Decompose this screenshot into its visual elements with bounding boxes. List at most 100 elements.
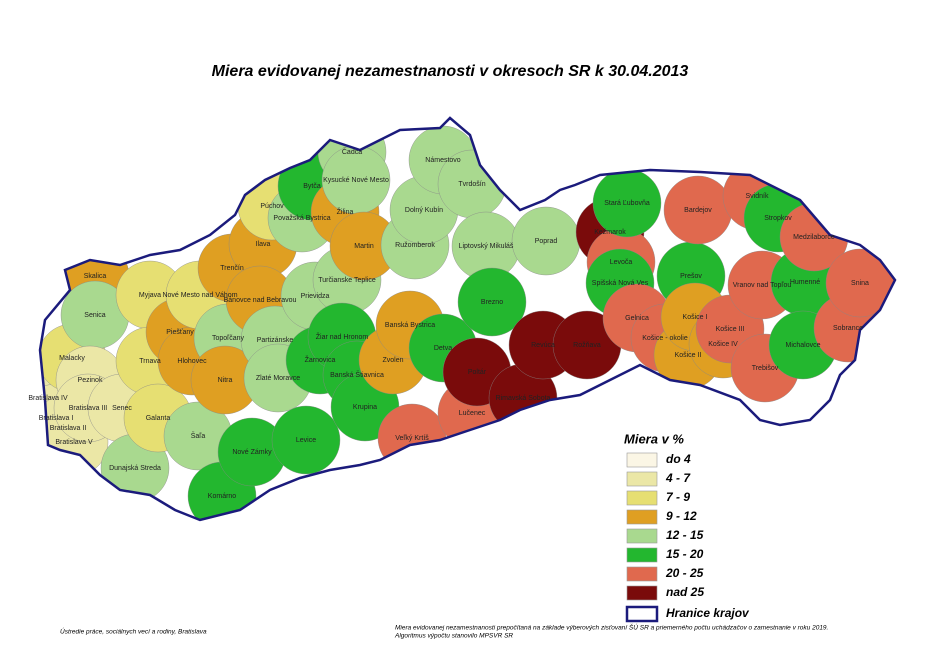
district-label: Košice III (716, 326, 745, 333)
district-label: Spišská Nová Ves (592, 280, 649, 287)
district-label: Pezinok (78, 377, 103, 384)
district-label: Bardejov (684, 207, 712, 214)
district-label: Košice I (683, 314, 708, 321)
district-label: Bánovce nad Bebravou (224, 297, 297, 304)
district-label: Púchov (260, 203, 284, 210)
legend-swatch (626, 566, 658, 582)
district-label: Bratislava II (50, 425, 87, 432)
district-label: Banská Bystrica (385, 322, 435, 329)
legend-swatch (626, 452, 658, 468)
legend-label: 15 - 20 (666, 547, 704, 561)
footer-right: Miera evidovanej nezamestnanosti prepočí… (395, 623, 829, 632)
district-label: Nové Mesto nad Váhom (162, 292, 237, 299)
district-label: Nitra (218, 377, 233, 384)
district-label: Krupina (353, 404, 377, 411)
legend-title: Miera v % (624, 431, 684, 446)
district-label: Rimavská Sobota (496, 395, 551, 402)
district-label: Sobrance (833, 325, 863, 332)
district-label: Topoľčany (212, 335, 245, 342)
district-label: Považská Bystrica (273, 215, 330, 222)
district-area (457, 267, 527, 337)
district-label: Košice II (675, 352, 702, 359)
district-label: Trenčín (220, 265, 244, 272)
district-area (271, 405, 341, 475)
district-label: Dunajská Streda (109, 465, 161, 472)
district-label: Malacky (59, 355, 85, 362)
district-label: Lučenec (459, 410, 486, 417)
legend-label: nad 25 (666, 585, 704, 599)
district-label: Tvrdošín (458, 181, 485, 188)
district-label: Žarnovica (305, 355, 336, 364)
district-label: Levoča (610, 259, 633, 266)
district-label: Bytča (303, 183, 321, 190)
district-label: Žiar nad Hronom (316, 332, 369, 341)
district-label: Skalica (84, 273, 107, 280)
district-label: Kysucké Nové Mesto (323, 177, 389, 184)
district-label: Košice IV (708, 341, 738, 348)
footer-left: Ústredie práce, sociálnych vecí a rodiny… (60, 627, 207, 636)
district-label: Rožňava (573, 342, 601, 349)
footer-right: Algoritmus výpočtu stanovilo MPSVR SR (394, 633, 513, 640)
district-label: Hlohovec (177, 358, 207, 365)
district-label: Piešťany (166, 329, 194, 336)
district-label: Nové Zámky (232, 449, 272, 456)
district-label: Brezno (481, 299, 503, 306)
district-label: Stará Ľubovňa (604, 200, 650, 207)
district-label: Komárno (208, 493, 237, 500)
district-label: Veľký Krtíš (395, 435, 429, 442)
district-label: Zvolen (382, 357, 403, 364)
district-label: Čadca (342, 147, 362, 156)
district-label: Banská Štiavnica (330, 370, 384, 379)
district-label: Stropkov (764, 215, 792, 222)
legend-swatch (626, 490, 658, 506)
district-label: Prešov (680, 273, 702, 280)
district-label: Medzilaborce (793, 234, 835, 241)
district-label: Bratislava I (39, 415, 74, 422)
district-label: Svidník (746, 193, 769, 200)
district-label: Košice - okolie (642, 335, 688, 342)
district-label: Gelnica (625, 315, 649, 322)
legend-label: 12 - 15 (666, 528, 704, 542)
district-label: Bratislava V (55, 439, 93, 446)
legend-label: Hranice krajov (666, 606, 750, 620)
district-label: Poprad (535, 238, 558, 245)
map-title: Miera evidovanej nezamestnanosti v okres… (212, 63, 689, 80)
district-label: Snina (851, 280, 869, 287)
district-label: Poltár (468, 369, 487, 376)
legend-swatch (626, 528, 658, 544)
district-label: Šaľa (191, 431, 206, 440)
district-label: Bratislava IV (28, 395, 68, 402)
district-label: Prievidza (301, 293, 330, 300)
district-label: Michalovce (785, 342, 820, 349)
district-label: Námestovo (425, 157, 461, 164)
district-label: Partizánske (257, 337, 294, 344)
district-label: Ružomberok (395, 242, 435, 249)
district-label: Detva (434, 345, 452, 352)
district-label: Ilava (256, 241, 271, 248)
legend-swatch (626, 471, 658, 487)
legend-swatch (626, 585, 658, 601)
legend-label: 7 - 9 (666, 490, 690, 504)
district-label: Kežmarok (594, 229, 626, 236)
district-label: Galanta (146, 415, 171, 422)
district-label: Trnava (139, 358, 161, 365)
legend-label: 9 - 12 (666, 509, 697, 523)
district-label: Turčianske Teplice (318, 277, 376, 284)
legend-label: do 4 (666, 452, 691, 466)
district-label: Levice (296, 437, 316, 444)
district-label: Dolný Kubín (405, 207, 443, 214)
district-label: Liptovský Mikuláš (459, 243, 514, 250)
district-label: Humenné (790, 279, 820, 286)
district-label: Senica (84, 312, 106, 319)
legend-label: 20 - 25 (665, 566, 704, 580)
legend: Miera v % do 4 4 - 7 7 - 9 9 - 12 12 - 15 15 … (624, 431, 750, 623)
district-label: Žilina (337, 207, 354, 216)
district-label: Myjava (139, 292, 161, 299)
legend-swatch (626, 509, 658, 525)
district-label: Vranov nad Topľou (733, 282, 792, 289)
district-label: Revúca (531, 342, 555, 349)
district-label: Martin (354, 243, 374, 250)
legend-border-swatch (625, 605, 659, 623)
district-label: Senec (112, 405, 132, 412)
